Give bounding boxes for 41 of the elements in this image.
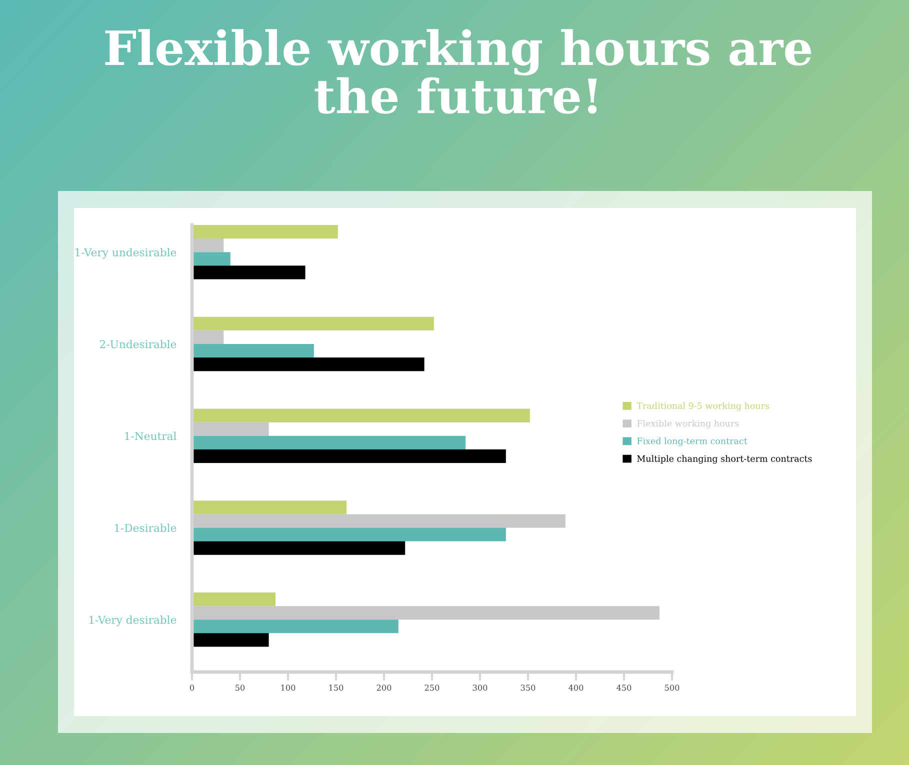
x-tick-label: 450 [616,684,632,691]
bar [192,316,434,330]
bar [192,620,398,634]
bar [192,528,506,542]
x-tick-label: 350 [520,684,536,691]
bar [192,408,530,422]
bar [192,449,506,463]
y-tick-label: 2-Undesirable [100,340,176,348]
x-tick-label: 50 [236,684,245,691]
bar [192,252,230,266]
legend-label: Flexible working hours [637,420,739,428]
x-tick-label: 500 [664,684,680,691]
legend-label: Traditional 9-5 working hours [636,402,770,411]
bar [192,344,314,358]
bar [192,266,306,280]
legend-label: Multiple changing short-term contracts [637,455,812,464]
legend-label: Fixed long-term contract [637,437,748,446]
x-tick-label: 400 [568,684,584,691]
bar [192,422,269,436]
chart-title: Flexible working hours are the future! [105,29,812,114]
bar [192,238,224,252]
bar [192,514,566,528]
x-tick-label: 300 [472,684,488,691]
bar [192,225,338,239]
bar [192,592,276,606]
bar [192,633,269,647]
bar [192,436,466,450]
bar [192,606,660,620]
bar [192,500,347,514]
x-tick-label: 200 [376,684,392,691]
x-tick-label: 100 [281,684,296,691]
y-tick-label: 1-Very desirable [89,616,176,626]
x-tick-label: 0 [190,684,194,691]
y-tick-label: 1-Very undesirable [76,248,176,259]
y-tick-label: 1-Desirable [114,524,176,532]
x-tick-label: 150 [329,684,344,691]
bar [192,330,224,344]
bar [192,358,424,372]
y-tick-label: 1-Neutral [125,432,176,440]
bar [192,541,406,555]
x-tick-label: 250 [424,684,440,691]
